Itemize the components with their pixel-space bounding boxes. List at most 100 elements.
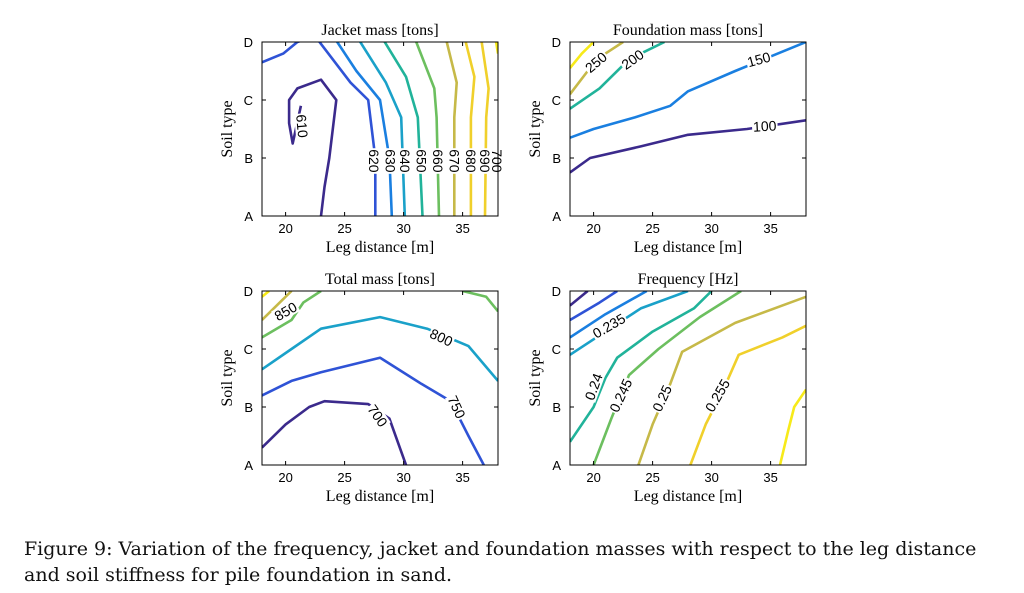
contour-line-680 [464,42,476,216]
contour-line-0_255 [689,324,806,465]
contour-label-bg [426,325,457,350]
contour-label-700: 700 [489,149,505,173]
contour-label-660: 660 [430,149,446,173]
contour-label-150: 150 [745,49,772,71]
contour-label-100: 100 [753,117,777,134]
contour-line-800 [262,315,498,382]
y-tick-label: B [552,400,561,415]
y-tick-label: A [244,209,253,224]
contour-label-690: 690 [477,149,493,173]
contour-label-610: 610 [293,114,311,139]
y-tick-label: A [244,458,253,473]
x-tick-label: 25 [645,470,659,485]
y-tick-label: D [244,35,253,50]
plot-frame [261,290,499,466]
panel-title: Jacket mass [tons] [321,22,438,39]
x-tick-label: 35 [763,221,777,236]
contour-line-900 [262,291,293,321]
contour-line-950 [262,291,270,298]
contour-line-0_23 [570,291,648,339]
y-tick-label: C [552,93,561,108]
contour-line-660 [414,42,441,216]
contour-label-bg [606,375,635,416]
x-tick-label: 35 [763,470,777,485]
x-axis-label: Leg distance [m] [634,488,742,505]
contour-label-bg [397,148,412,174]
contour-label-bg [618,46,648,73]
x-tick-label: 25 [645,221,659,236]
contour-line-0_26 [778,388,806,465]
contour-line-690 [480,42,490,216]
y-tick-label: A [552,458,561,473]
contour-label-bg [383,148,398,174]
x-tick-label: 25 [337,470,351,485]
contour-line-0_24 [570,291,713,443]
y-axis-label: Soil type [527,100,544,157]
panel-title: Frequency [Hz] [638,271,739,288]
y-tick-label: B [244,151,253,166]
contour-label-850: 850 [271,298,299,324]
contour-label-0_255: 0.255 [702,376,733,415]
y-tick-label: D [244,284,253,299]
x-tick-label: 35 [455,221,469,236]
y-axis-label: Soil type [219,100,236,157]
x-tick-label: 20 [586,221,600,236]
contour-label-bg [478,148,493,174]
y-tick-label: A [552,209,561,224]
contour-label-640: 640 [397,149,413,173]
contour-line-670 [445,42,458,216]
contour-label-bg [364,401,391,431]
contour-label-bg [367,148,382,174]
y-tick-label: D [552,35,561,50]
x-tick-label: 30 [704,221,718,236]
y-tick-label: B [552,151,561,166]
contour-line-750 [262,356,485,465]
contour-lines [262,291,498,465]
y-tick-label: C [244,342,253,357]
contour-label-bg [444,392,469,422]
y-tick-label: C [552,342,561,357]
contour-label-650: 650 [413,149,429,173]
contour-label-bg [744,49,774,70]
contour-lines [262,42,498,216]
x-tick-label: 35 [455,470,469,485]
contour-line-0_25 [637,295,806,465]
contour-label-bg [589,310,629,342]
x-axis-label: Leg distance [m] [634,239,742,256]
contour-label-0_235: 0.235 [590,310,629,341]
contour-label-bg [649,381,675,415]
contour-label-700: 700 [364,402,391,430]
x-tick-label: 20 [278,470,292,485]
contour-line-630 [335,42,394,216]
contour-label-680: 680 [463,149,479,173]
contour-label-bg [581,48,611,76]
contour-line-700 [262,399,408,465]
contour-label-0_245: 0.245 [606,376,635,415]
panel-title: Foundation mass [tons] [613,22,763,39]
contour-lines [570,291,806,465]
contour-line-820 [462,291,498,313]
contour-line-700 [494,42,498,54]
contour-line-0_22 [570,291,589,307]
contour-label-bg [582,370,606,403]
contour-label-bg [430,148,445,174]
y-axis-label: Soil type [527,349,544,406]
contour-line-610 [287,78,338,216]
x-tick-label: 30 [396,470,410,485]
plot-frame [569,290,807,466]
contour-label-bg [447,148,462,174]
figure-caption: Figure 9: Variation of the frequency, ja… [24,538,977,586]
plot-frame [261,41,499,217]
x-tick-label: 30 [396,221,410,236]
contour-label-bg [271,298,301,324]
contour-label-bg [463,148,478,174]
contour-line-150 [570,42,806,139]
x-tick-label: 25 [337,221,351,236]
contour-label-200: 200 [618,46,646,73]
contour-label-bg [702,375,733,415]
contour-line-0_245 [592,291,742,465]
